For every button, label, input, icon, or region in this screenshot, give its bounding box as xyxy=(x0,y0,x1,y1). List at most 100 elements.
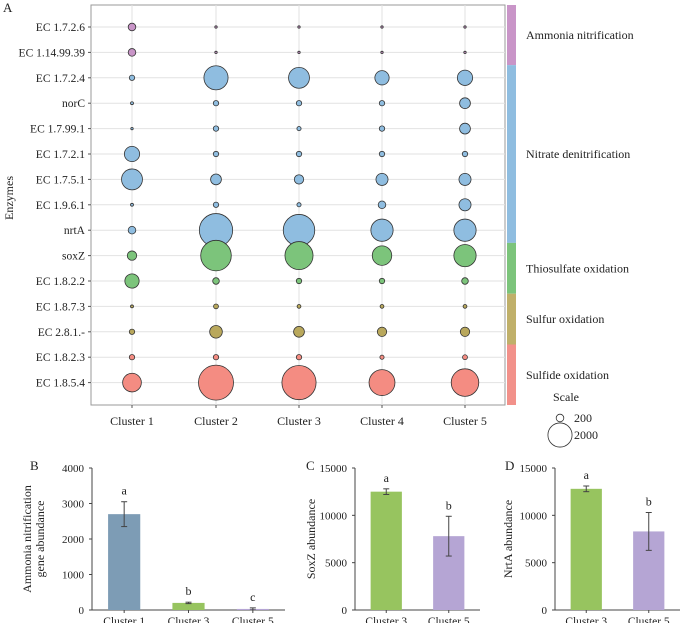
bubble-ec-1-7-99-1-cluster-2 xyxy=(212,125,220,132)
significance-letter-c-cluster-3: a xyxy=(384,471,390,485)
enzyme-label-ec-1-9-6-1: EC 1.9.6.1 xyxy=(36,200,85,212)
bubble-ec-1-7-2-4-cluster-3 xyxy=(288,66,310,89)
bubble-ec-1-8-2-2-cluster-4 xyxy=(378,277,386,285)
group-label-thiosulfate-oxidation: Thiosulfate oxidation xyxy=(526,261,629,275)
bubble-norc-cluster-1 xyxy=(130,101,134,106)
bubble-ec-2-8-1-cluster-4 xyxy=(376,326,388,337)
bubbles-a xyxy=(121,22,480,401)
bubble-ec-1-8-7-3-cluster-1 xyxy=(130,304,134,309)
enzyme-label-ec-1-7-2-4: EC 1.7.2.4 xyxy=(36,73,85,85)
panel-letter-d: D xyxy=(505,458,514,473)
group-label-sulfur-oxidation: Sulfur oxidation xyxy=(526,312,604,326)
bubble-ec-1-8-2-3-cluster-3 xyxy=(295,354,303,361)
group-label-ammonia-nitrification: Ammonia nitrification xyxy=(526,28,634,42)
bubble-ec-1-7-99-1-cluster-1 xyxy=(130,126,134,131)
legend-circle-2000 xyxy=(547,422,573,448)
enzyme-label-nrta: nrtA xyxy=(64,225,86,237)
x-label-c-cluster-3: Cluster 3 xyxy=(365,616,407,623)
bubble-ec-1-7-2-1-cluster-4 xyxy=(378,150,386,158)
y-tick-label-b-0: 0 xyxy=(79,605,85,617)
bubble-ec-1-8-5-4-cluster-5 xyxy=(450,368,480,397)
bubble-soxz-cluster-3 xyxy=(284,241,314,271)
group-bar-thiosulfate-oxidation xyxy=(507,242,516,294)
bubble-ec-1-7-5-1-cluster-4 xyxy=(375,172,389,186)
enzyme-label-ec-1-8-7-3: EC 1.8.7.3 xyxy=(36,301,85,313)
bubble-nrta-cluster-1 xyxy=(127,225,137,235)
bubble-soxz-cluster-2 xyxy=(200,239,232,272)
bubble-ec-1-14-99-39-cluster-4 xyxy=(380,50,384,55)
legend-label-2000: 2000 xyxy=(574,428,598,442)
bubble-ec-1-7-2-1-cluster-5 xyxy=(461,150,469,158)
panel-letter-b: B xyxy=(30,458,39,473)
bubble-ec-1-8-2-2-cluster-3 xyxy=(295,277,303,285)
bubble-ec-1-8-2-3-cluster-5 xyxy=(462,354,468,361)
bubble-ec-1-8-2-3-cluster-4 xyxy=(379,354,385,360)
bubble-chart-panel-a: EC 1.7.2.6 EC 1.14.99.39 EC 1.7.2.4 norC EC … xyxy=(2,4,634,448)
enzyme-label-ec-1-14-99-39: EC 1.14.99.39 xyxy=(19,47,86,59)
bubble-ec-1-9-6-1-cluster-3 xyxy=(296,202,302,208)
enzyme-labels: EC 1.7.2.6 EC 1.14.99.39 EC 1.7.2.4 norC EC … xyxy=(19,22,91,390)
enzyme-label-ec-1-8-2-2: EC 1.8.2.2 xyxy=(36,276,85,288)
bubble-ec-1-7-2-6-cluster-4 xyxy=(380,25,384,29)
bubble-soxz-cluster-5 xyxy=(453,244,477,268)
bubble-ec-2-8-1-cluster-2 xyxy=(209,325,223,339)
bubble-ec-1-7-2-4-cluster-2 xyxy=(203,65,229,91)
x-label-d-cluster-3: Cluster 3 xyxy=(565,616,607,623)
bar-c-cluster-3 xyxy=(370,491,402,610)
y-axis-title-d: NrtA abundance xyxy=(501,500,515,578)
bar-b-cluster-1 xyxy=(108,514,141,610)
bubble-ec-1-8-7-3-cluster-5 xyxy=(462,304,468,309)
x-label-c-cluster-5: Cluster 5 xyxy=(428,616,470,623)
legend-label-200: 200 xyxy=(574,411,592,425)
bubble-ec-1-8-2-2-cluster-1 xyxy=(124,273,140,289)
bubble-ec-1-7-2-6-cluster-2 xyxy=(214,25,218,29)
bubble-ec-1-7-2-6-cluster-1 xyxy=(127,22,137,32)
bubble-ec-1-7-5-1-cluster-3 xyxy=(293,174,305,185)
enzyme-label-norc: norC xyxy=(62,98,85,110)
y-tick-label-b-3000: 3000 xyxy=(62,499,85,511)
bubble-ec-1-8-5-4-cluster-4 xyxy=(368,369,396,396)
y-tick-label-b-1000: 1000 xyxy=(62,570,85,582)
bubble-ec-1-7-2-4-cluster-4 xyxy=(374,70,390,86)
bubble-ec-1-7-99-1-cluster-3 xyxy=(296,126,302,132)
significance-letter-d-cluster-5: b xyxy=(646,494,652,508)
significance-letter-b-cluster-1: a xyxy=(122,484,128,498)
enzyme-label-soxz: soxZ xyxy=(62,251,85,263)
bubble-ec-1-7-99-1-cluster-4 xyxy=(378,125,386,132)
cluster-label-cluster-2: Cluster 2 xyxy=(194,414,238,428)
bubble-ec-1-7-2-1-cluster-2 xyxy=(212,150,220,158)
bubble-nrta-cluster-5 xyxy=(453,218,477,242)
bubble-ec-2-8-1-cluster-5 xyxy=(459,326,471,337)
group-bar-nitrate-denitrification xyxy=(507,65,516,243)
bubble-soxz-cluster-4 xyxy=(371,245,393,266)
bubble-ec-1-7-5-1-cluster-2 xyxy=(210,173,222,186)
y-tick-label-d-10000: 10000 xyxy=(520,510,548,522)
enzyme-label-ec-1-8-2-3: EC 1.8.2.3 xyxy=(36,352,85,364)
legend-title: Scale xyxy=(553,390,579,404)
bubble-ec-1-8-5-4-cluster-3 xyxy=(281,365,317,401)
cluster-label-cluster-3: Cluster 3 xyxy=(277,414,321,428)
bubble-ec-1-9-6-1-cluster-4 xyxy=(377,200,387,210)
legend-circle-200 xyxy=(555,413,565,423)
bubble-norc-cluster-2 xyxy=(212,100,220,107)
y-tick-label-c-15000: 15000 xyxy=(320,463,348,475)
bubble-ec-1-7-2-4-cluster-1 xyxy=(128,74,136,81)
bar-chart-panel-d: 0 5000 10000 15000 NrtA abundance a Cluster 3 b… xyxy=(501,463,680,623)
enzyme-label-ec-1-7-2-1: EC 1.7.2.1 xyxy=(36,149,85,161)
bubble-ec-1-9-6-1-cluster-2 xyxy=(212,201,220,208)
y-tick-label-b-2000: 2000 xyxy=(62,534,85,546)
bubble-ec-1-7-5-1-cluster-1 xyxy=(121,168,143,191)
y-axis-title-b-line-1: Ammonia nitrification xyxy=(20,485,34,593)
bubble-soxz-cluster-1 xyxy=(126,250,138,261)
bubble-ec-1-8-2-2-cluster-2 xyxy=(212,277,220,285)
cluster-label-cluster-1: Cluster 1 xyxy=(110,414,154,428)
bar-chart-panel-b: 0 1000 2000 3000 4000 Ammonia nitrification ge… xyxy=(20,463,285,623)
panel-letter-c: C xyxy=(306,458,315,473)
significance-letter-c-cluster-5: b xyxy=(446,498,452,512)
y-axis-title-c: SoxZ abundance xyxy=(304,499,318,579)
bubble-ec-1-8-7-3-cluster-4 xyxy=(379,304,385,309)
significance-letter-d-cluster-3: a xyxy=(584,468,590,482)
bubble-nrta-cluster-4 xyxy=(370,218,394,242)
bubble-ec-1-14-99-39-cluster-1 xyxy=(127,48,137,57)
